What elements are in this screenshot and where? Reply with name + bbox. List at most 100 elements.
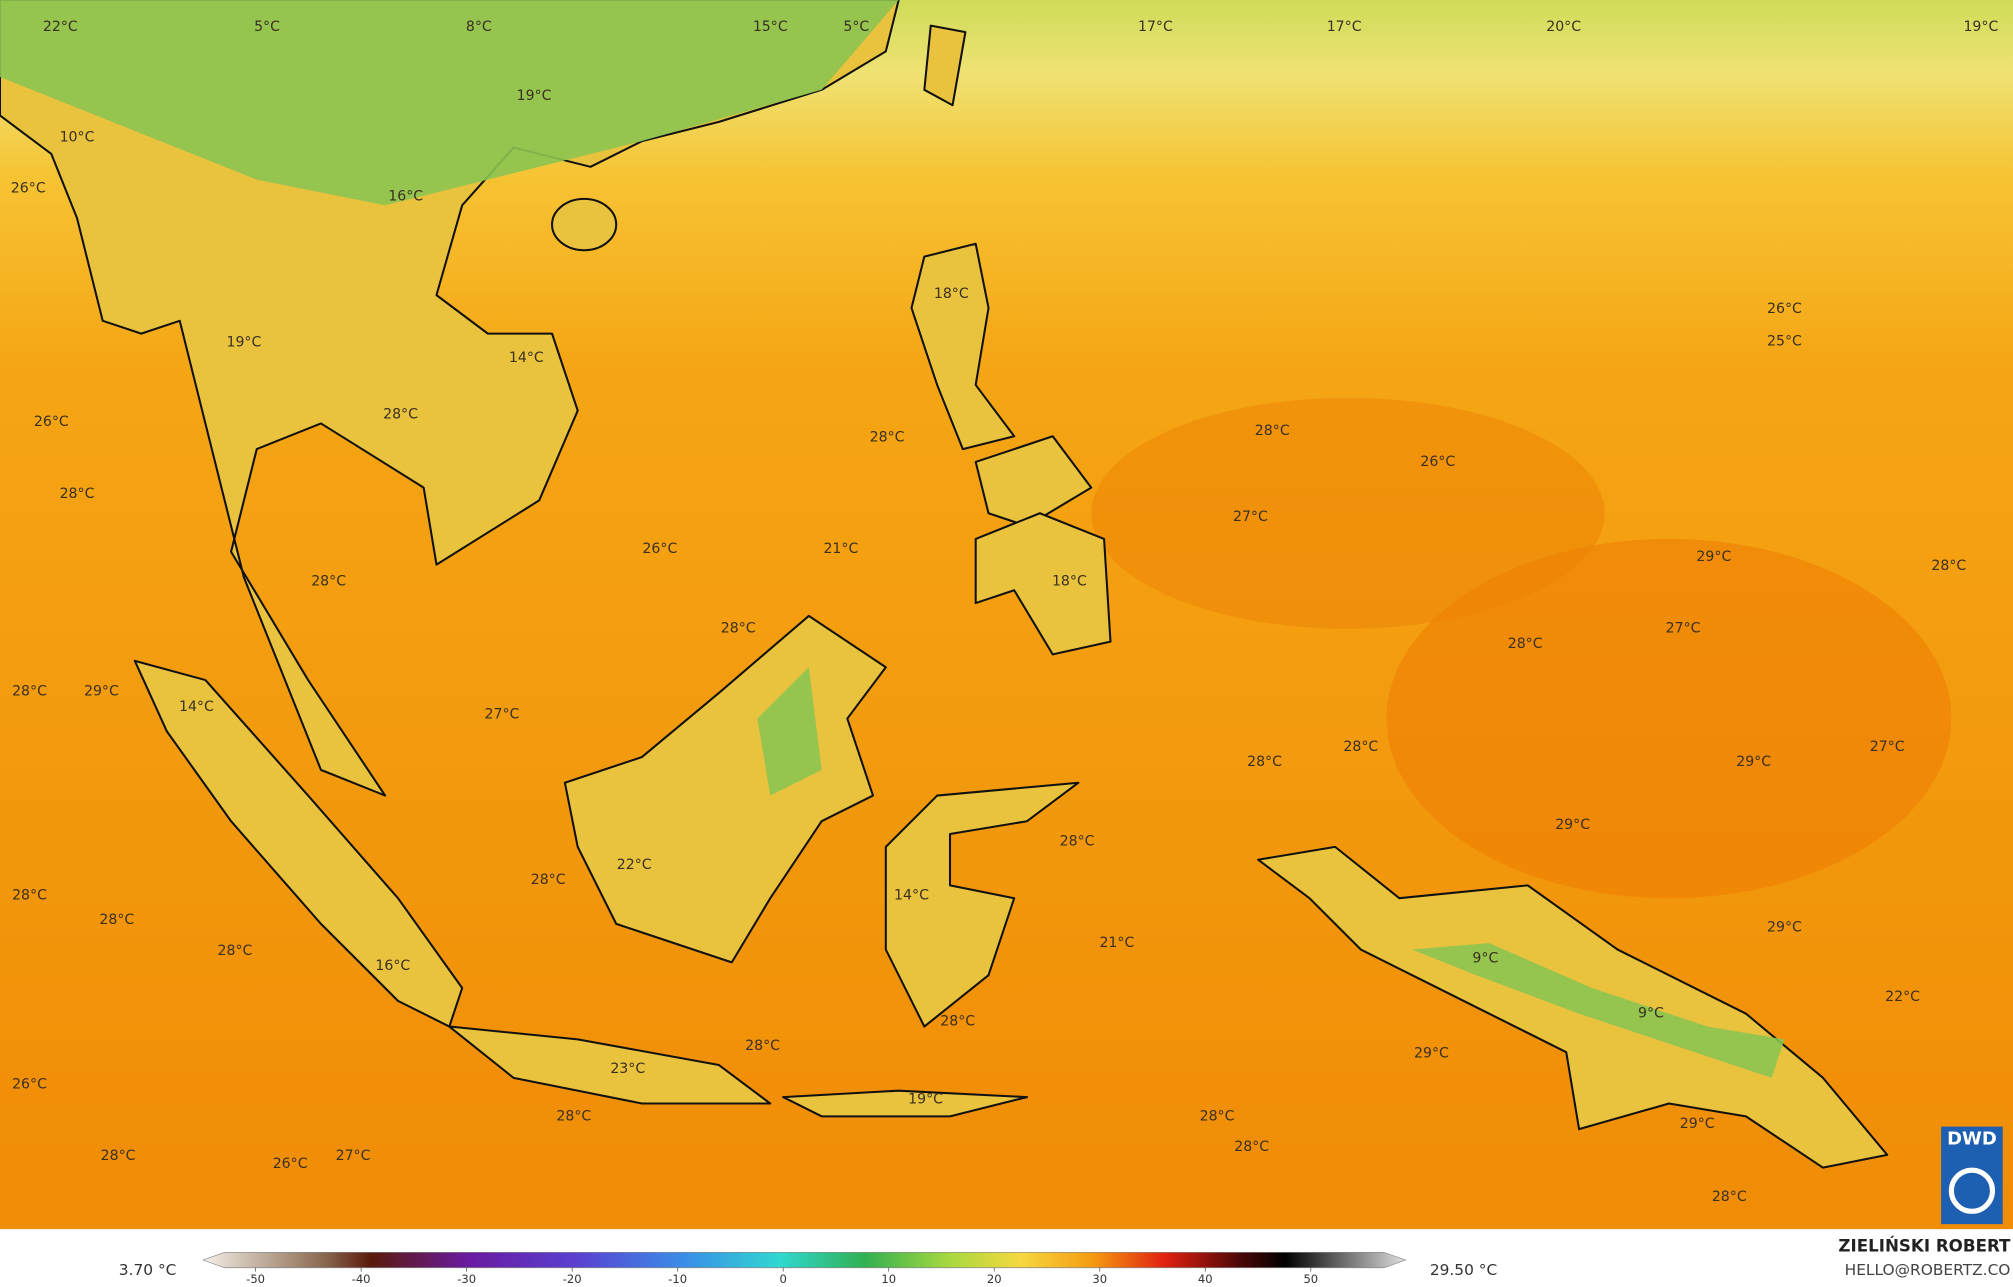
temperature-label: 29°C (1414, 1045, 1449, 1061)
temperature-label: 18°C (1052, 573, 1087, 589)
colorbar (201, 1252, 1407, 1269)
cool-area (1412, 943, 1785, 1078)
java (448, 1025, 772, 1105)
temperature-label: 19°C (1963, 19, 1998, 35)
colorbar-tick-label: -40 (352, 1272, 371, 1286)
temperature-label: 18°C (934, 286, 969, 302)
lesser-sunda (782, 1089, 1029, 1118)
visayas (974, 435, 1093, 528)
sulawesi (884, 781, 1080, 1028)
temperature-label: 28°C (12, 684, 47, 700)
temperature-label: 20°C (1546, 19, 1581, 35)
temperature-label: 26°C (1767, 301, 1802, 317)
temperature-label: 17°C (1138, 19, 1173, 35)
temperature-label: 21°C (1099, 935, 1134, 951)
temperature-label: 14°C (509, 350, 544, 366)
temperature-label: 27°C (1870, 739, 1905, 755)
temperature-label: 14°C (179, 699, 214, 715)
temperature-label: 28°C (531, 872, 566, 888)
logo-swirl (1948, 1167, 1996, 1214)
temperature-label: 19°C (908, 1092, 943, 1108)
temperature-label: 21°C (823, 541, 858, 557)
temperature-label: 5°C (254, 19, 280, 35)
colorbar-tick-label: 20 (987, 1272, 1002, 1286)
colorbar-tick-label: -30 (457, 1272, 476, 1286)
temperature-label: 9°C (1638, 1006, 1664, 1022)
temperature-label: 28°C (870, 430, 905, 446)
colorbar-tick-label: 40 (1198, 1272, 1213, 1286)
temperature-label: 19°C (226, 335, 261, 351)
temperature-label: 29°C (1696, 549, 1731, 565)
cool-area (757, 667, 822, 796)
logo-box (1941, 1126, 2003, 1225)
temperature-label: 28°C (217, 943, 252, 959)
temperature-label: 28°C (1060, 834, 1095, 850)
temperature-label: 26°C (642, 541, 677, 557)
credit-email: HELLO@ROBERTZ.CO (1845, 1261, 2011, 1279)
temperature-label: 29°C (1680, 1116, 1715, 1132)
colorbar-tick-label: 10 (881, 1272, 896, 1286)
temperature-label: 28°C (1200, 1108, 1235, 1124)
temperature-label: 14°C (894, 888, 929, 904)
temperature-label: 9°C (1472, 951, 1498, 967)
colorbar-tick-label: 30 (1092, 1272, 1107, 1286)
temperature-label: 28°C (721, 621, 756, 637)
colorbar-tick-label: -50 (246, 1272, 265, 1286)
temperature-label: 22°C (617, 857, 652, 873)
max-label: 29.50 °C (1430, 1261, 1497, 1279)
temperature-label: 28°C (940, 1013, 975, 1029)
temperature-label: 26°C (11, 181, 46, 197)
temperature-label: 5°C (843, 19, 869, 35)
temperature-label: 22°C (43, 19, 78, 35)
temperature-label: 28°C (556, 1108, 591, 1124)
temperature-label: 28°C (99, 912, 134, 928)
colorbar-tick-label: 0 (780, 1272, 787, 1286)
temperature-label: 25°C (1767, 333, 1802, 349)
logo-text: DWD (1947, 1128, 1997, 1149)
temperature-label: 26°C (12, 1076, 47, 1092)
hainan (551, 197, 618, 252)
warm-area (1386, 538, 1952, 899)
luzon (910, 242, 1016, 451)
warm-area (1091, 397, 1605, 629)
temperature-label: 27°C (1233, 509, 1268, 525)
temperature-label: 28°C (1255, 423, 1290, 439)
temperature-label: 8°C (466, 19, 492, 35)
temperature-label: 27°C (1666, 621, 1701, 637)
colorbar-tick-label: -10 (668, 1272, 687, 1286)
land (0, 0, 1889, 1169)
temperature-label: 28°C (1712, 1189, 1747, 1205)
credit-name: ZIELIŃSKI ROBERT (1838, 1237, 2011, 1256)
temperature-label: 28°C (1508, 636, 1543, 652)
temperature-label: 27°C (485, 707, 520, 723)
temperature-label: 10°C (60, 129, 95, 145)
temperature-label: 28°C (60, 486, 95, 502)
temperature-label: 17°C (1327, 19, 1362, 35)
temperature-label: 26°C (1420, 454, 1455, 470)
temperature-label: 29°C (84, 684, 119, 700)
temperature-label: 19°C (517, 88, 552, 104)
temperature-label: 28°C (1234, 1139, 1269, 1155)
temperature-label: 16°C (375, 958, 410, 974)
mindanao (974, 512, 1112, 656)
temperature-label: 28°C (12, 888, 47, 904)
temperature-label: 28°C (101, 1148, 136, 1164)
temperature-label: 22°C (1885, 989, 1920, 1005)
temperature-label: 29°C (1736, 754, 1771, 770)
colorbar-tick-label: 50 (1303, 1272, 1318, 1286)
taiwan (923, 24, 967, 107)
temperature-label: 28°C (311, 573, 346, 589)
temperature-label: 16°C (388, 188, 423, 204)
min-label: 3.70 °C (119, 1261, 177, 1279)
colorbar-tick-label: -20 (563, 1272, 582, 1286)
temperature-label: 27°C (336, 1148, 371, 1164)
temperature-label: 28°C (383, 406, 418, 422)
temperature-label: 29°C (1767, 920, 1802, 936)
temperature-label: 28°C (1931, 558, 1966, 574)
temperature-label: 28°C (745, 1038, 780, 1054)
temperature-label: 28°C (1247, 754, 1282, 770)
temperature-label: 23°C (610, 1061, 645, 1077)
temperature-label: 26°C (273, 1156, 308, 1172)
temperature-label: 28°C (1343, 739, 1378, 755)
